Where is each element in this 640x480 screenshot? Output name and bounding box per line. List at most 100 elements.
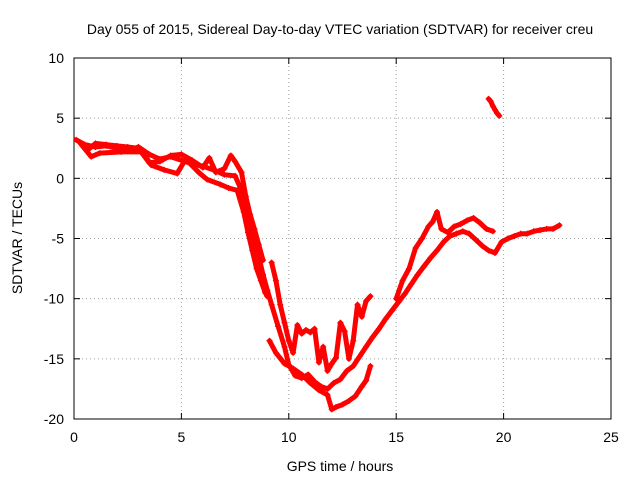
data-point (550, 225, 557, 232)
data-point (92, 140, 99, 147)
series-upper-band (83, 140, 267, 264)
data-point (556, 222, 563, 229)
data-point (242, 193, 249, 200)
data-point (272, 277, 279, 284)
data-point (363, 343, 370, 350)
data-point (476, 219, 483, 226)
data-point (489, 103, 496, 110)
data-point (393, 295, 400, 302)
data-point (182, 156, 189, 163)
data-point (399, 277, 406, 284)
data-point (240, 209, 247, 216)
data-point (255, 241, 262, 248)
data-point (350, 363, 357, 370)
data-point (227, 152, 234, 159)
data-point (307, 379, 314, 386)
data-point (401, 290, 408, 297)
data-point (195, 169, 202, 176)
data-point (281, 343, 288, 350)
data-point (328, 360, 335, 367)
data-point (395, 299, 402, 306)
data-point (459, 228, 466, 235)
data-point (464, 217, 471, 224)
data-point (343, 367, 350, 374)
data-point (225, 184, 232, 191)
series-lower-band (77, 140, 271, 300)
data-point (167, 152, 174, 159)
data-point (294, 322, 301, 329)
y-tick-label: -5 (52, 231, 65, 247)
data-point (307, 329, 314, 336)
series-trace (269, 260, 373, 374)
data-point (524, 230, 531, 237)
data-point (457, 221, 464, 228)
y-tick-label: 5 (56, 110, 64, 126)
data-point (354, 301, 361, 308)
data-point (206, 154, 213, 161)
data-point (268, 259, 275, 266)
data-point (315, 359, 322, 366)
data-point (388, 307, 395, 314)
data-point (88, 153, 95, 160)
data-point (290, 349, 297, 356)
data-point (328, 406, 335, 413)
x-tick-label: 25 (603, 429, 619, 445)
data-point (489, 228, 496, 235)
data-point (530, 228, 537, 235)
data-point (232, 158, 239, 165)
data-point (369, 334, 376, 341)
data-point (305, 371, 312, 378)
data-point (264, 293, 271, 300)
x-tick-label: 10 (281, 429, 297, 445)
y-tick-label: -20 (44, 411, 64, 427)
x-tick-label: 15 (388, 429, 404, 445)
data-point (451, 223, 458, 230)
data-point (113, 142, 120, 149)
data-point (251, 225, 258, 232)
data-point (543, 225, 550, 232)
series-trough-upper (268, 259, 374, 374)
data-point (161, 166, 168, 173)
data-point (298, 330, 305, 337)
series-recovery-upper (393, 209, 496, 302)
data-point (356, 353, 363, 360)
data-point (247, 211, 254, 218)
data-point (156, 158, 163, 165)
data-point (324, 385, 331, 392)
data-point (221, 165, 228, 172)
data-point (487, 98, 494, 105)
x-tick-label: 5 (178, 429, 186, 445)
data-point (466, 230, 473, 237)
y-tick-label: -15 (44, 351, 64, 367)
data-point (412, 245, 419, 252)
data-point (498, 239, 505, 246)
data-point (406, 265, 413, 272)
series-trace (267, 338, 373, 412)
data-point (73, 136, 80, 143)
data-point (367, 293, 374, 300)
data-point (414, 271, 421, 278)
data-point (266, 337, 273, 344)
data-point (425, 223, 432, 230)
data-point (302, 326, 309, 333)
data-point (178, 151, 185, 158)
data-point (253, 265, 260, 272)
data-point (103, 141, 110, 148)
data-point (199, 164, 206, 171)
axis-ticks (73, 57, 612, 420)
data-point (249, 247, 256, 254)
series-trough-lower (266, 337, 374, 413)
data-point (330, 379, 337, 386)
data-point (341, 328, 348, 335)
data-point (427, 254, 434, 261)
data-point (298, 371, 305, 378)
data-point (320, 343, 327, 350)
data-point (434, 209, 441, 216)
x-tick-labels: 0 5 10 15 20 25 (70, 429, 619, 445)
data-point (277, 301, 284, 308)
data-point (292, 372, 299, 379)
data-point (212, 169, 219, 176)
data-point (257, 277, 264, 284)
data-point (337, 376, 344, 383)
